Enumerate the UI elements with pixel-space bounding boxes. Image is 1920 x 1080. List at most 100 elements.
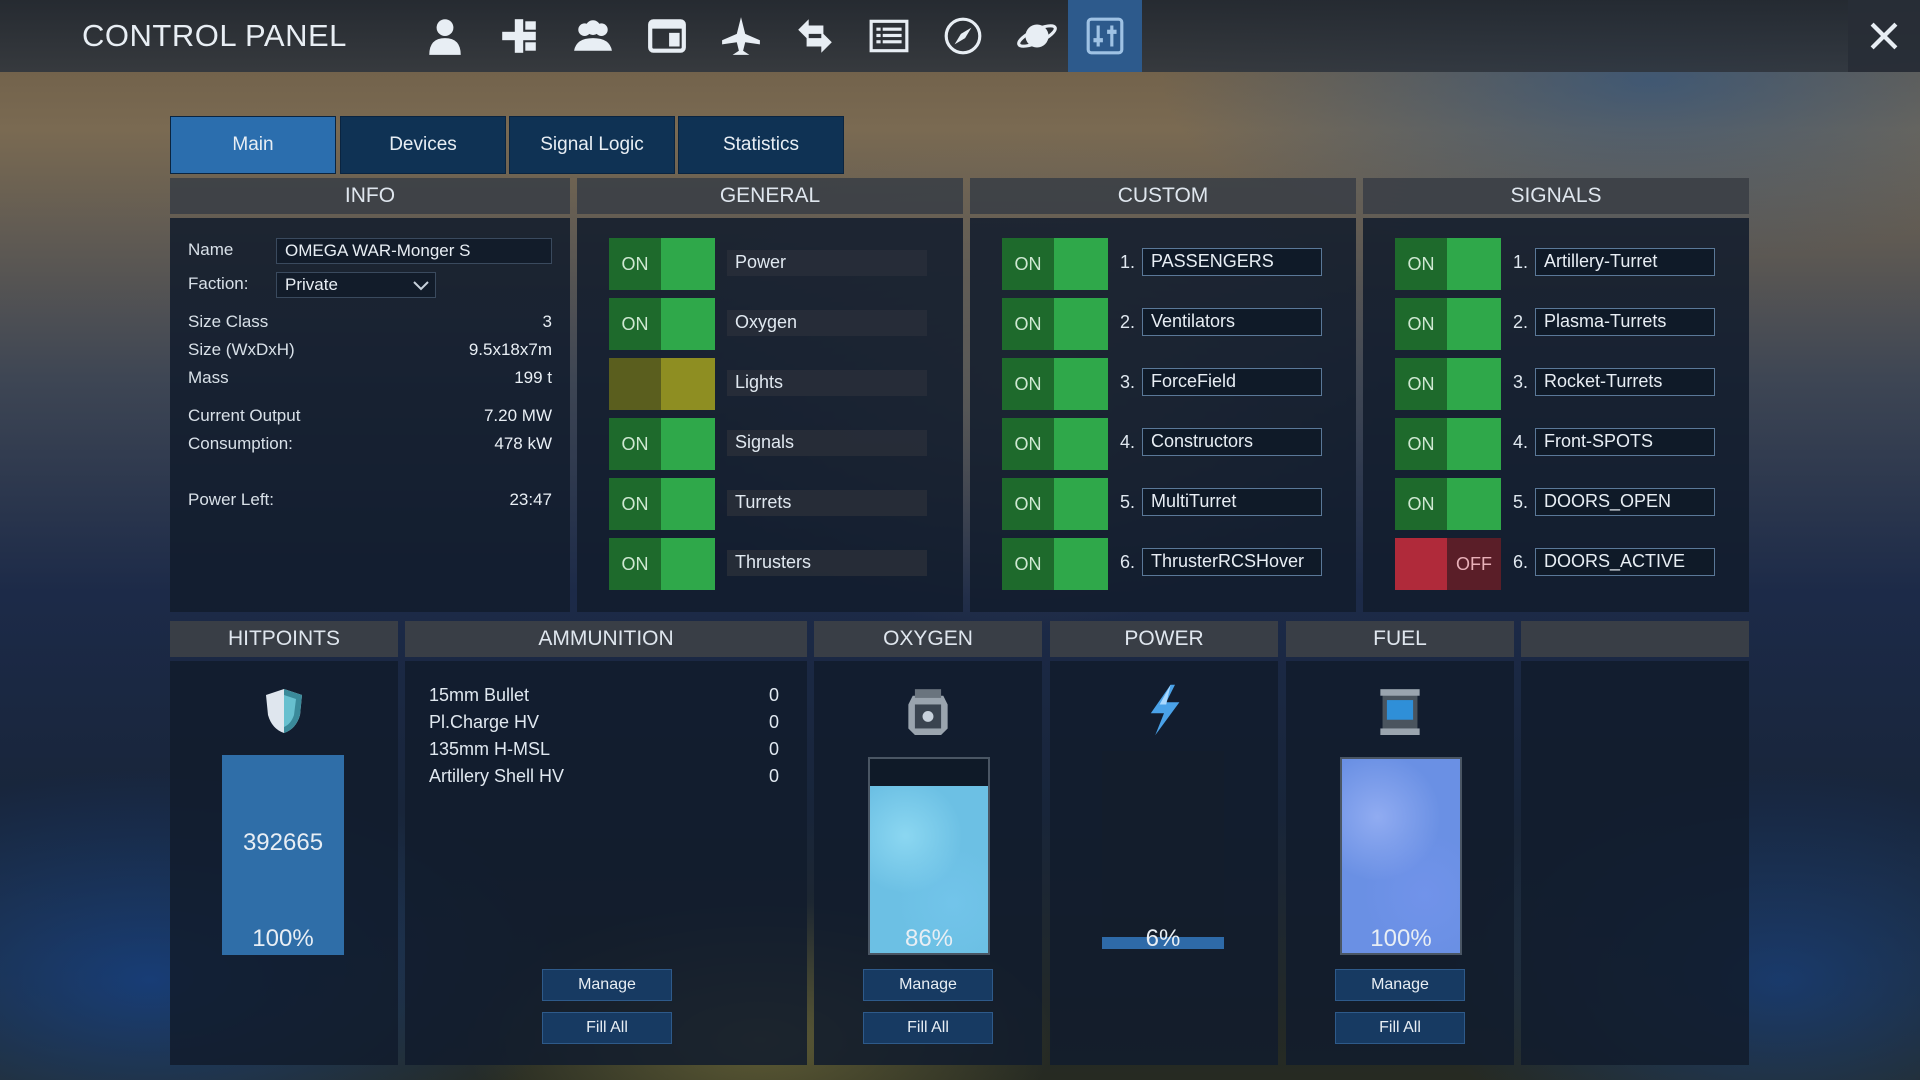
ammo-name-4: Artillery Shell HV (429, 766, 565, 786)
signal-field-6[interactable]: DOORS_ACTIVE (1535, 548, 1715, 576)
custom-field-4[interactable]: Constructors (1142, 428, 1322, 456)
toggle-signal-1[interactable]: ON (1395, 238, 1501, 290)
lightning-icon (1150, 684, 1180, 736)
custom-field-6[interactable]: ThrusterRCSHover (1142, 548, 1322, 576)
info-panel: Name OMEGA WAR-Monger S Faction: Private… (170, 218, 570, 612)
toggle-signal-2[interactable]: ON (1395, 298, 1501, 350)
toggle-knob (661, 358, 715, 410)
transfer-icon[interactable] (778, 0, 852, 72)
toggle-custom-5[interactable]: ON (1002, 478, 1108, 530)
signal-field-5[interactable]: DOORS_OPEN (1535, 488, 1715, 516)
toggle-knob (1054, 238, 1108, 290)
ammo-count-4: 0 (769, 766, 780, 786)
general-label-oxygen: Oxygen (727, 310, 927, 336)
signal-num-5: 5. (1513, 492, 1529, 512)
general-label-power: Power (727, 250, 927, 276)
ammo-fill-all-button[interactable]: Fill All (542, 1012, 672, 1044)
toggle-lights[interactable] (609, 358, 715, 410)
general-panel: ON Power ON Oxygen Lights ON Signals ON … (577, 218, 963, 612)
ammunition-panel: 15mm Bullet 0 Pl.Charge HV 0 135mm H-MSL… (405, 661, 807, 1065)
custom-num-6: 6. (1120, 552, 1136, 572)
toggle-signal-3[interactable]: ON (1395, 358, 1501, 410)
general-label-lights: Lights (727, 370, 927, 396)
size-class-label: Size Class (188, 312, 269, 331)
toggle-signal-5[interactable]: ON (1395, 478, 1501, 530)
power-panel: 6% (1050, 661, 1278, 1065)
signal-field-3[interactable]: Rocket-Turrets (1535, 368, 1715, 396)
toggle-knob (1054, 298, 1108, 350)
tab-main[interactable]: Main (170, 116, 336, 174)
fuel-header: FUEL (1286, 621, 1514, 657)
oxygen-gauge-fill (870, 786, 988, 953)
general-label-thrusters: Thrusters (727, 550, 927, 576)
tab-statistics[interactable]: Statistics (678, 116, 844, 174)
ammo-name-1: 15mm Bullet (429, 685, 530, 705)
signal-field-1[interactable]: Artillery-Turret (1535, 248, 1715, 276)
mass-label: Mass (188, 368, 229, 387)
oxygen-gauge (868, 757, 990, 955)
name-label: Name (188, 240, 234, 259)
toggle-state: ON (609, 418, 661, 470)
toggle-custom-3[interactable]: ON (1002, 358, 1108, 410)
structure-icon[interactable] (482, 0, 556, 72)
toggle-turrets[interactable]: ON (609, 478, 715, 530)
faction-select[interactable]: Private (276, 272, 436, 298)
custom-header: CUSTOM (970, 178, 1356, 214)
toggle-custom-6[interactable]: ON (1002, 538, 1108, 590)
toggle-state: ON (1395, 478, 1447, 530)
oxygen-manage-button[interactable]: Manage (863, 969, 993, 1001)
custom-field-3[interactable]: ForceField (1142, 368, 1322, 396)
fuel-manage-button[interactable]: Manage (1335, 969, 1465, 1001)
tab-signal-logic[interactable]: Signal Logic (509, 116, 675, 174)
size-label: Size (WxDxH) (188, 340, 295, 359)
toggle-signals[interactable]: ON (609, 418, 715, 470)
ammo-count-2: 0 (769, 712, 780, 732)
app-title: CONTROL PANEL (82, 18, 347, 53)
toggle-state: ON (1395, 298, 1447, 350)
list-icon[interactable] (852, 0, 926, 72)
custom-field-2[interactable]: Ventilators (1142, 308, 1322, 336)
name-field[interactable]: OMEGA WAR-Monger S (276, 238, 552, 264)
toggle-custom-2[interactable]: ON (1002, 298, 1108, 350)
toggle-oxygen[interactable]: ON (609, 298, 715, 350)
custom-field-5[interactable]: MultiTurret (1142, 488, 1322, 516)
fuel-fill-all-button[interactable]: Fill All (1335, 1012, 1465, 1044)
toggle-knob (1395, 538, 1447, 590)
empty-header (1521, 621, 1749, 657)
group-icon[interactable] (556, 0, 630, 72)
compass-icon[interactable] (926, 0, 1000, 72)
ship-icon[interactable] (704, 0, 778, 72)
close-button[interactable] (1848, 0, 1920, 72)
toggle-signal-6[interactable]: OFF (1395, 538, 1501, 590)
toggle-thrusters[interactable]: ON (609, 538, 715, 590)
ammo-count-1: 0 (769, 685, 780, 705)
custom-field-1[interactable]: PASSENGERS (1142, 248, 1322, 276)
empty-panel (1521, 661, 1749, 1065)
player-icon[interactable] (408, 0, 482, 72)
fuel-gauge (1340, 757, 1462, 955)
toggle-custom-1[interactable]: ON (1002, 238, 1108, 290)
ammo-manage-button[interactable]: Manage (542, 969, 672, 1001)
power-gauge (1102, 751, 1224, 949)
fuel-tank-icon (1380, 689, 1420, 735)
toggle-power[interactable]: ON (609, 238, 715, 290)
power-percent: 6% (1145, 925, 1181, 952)
oxygen-fill-all-button[interactable]: Fill All (863, 1012, 993, 1044)
signal-num-2: 2. (1513, 312, 1529, 332)
custom-num-4: 4. (1120, 432, 1136, 452)
toggle-custom-4[interactable]: ON (1002, 418, 1108, 470)
faction-label: Faction: (188, 274, 249, 293)
hitpoints-header: HITPOINTS (170, 621, 398, 657)
signal-field-4[interactable]: Front-SPOTS (1535, 428, 1715, 456)
signal-field-2[interactable]: Plasma-Turrets (1535, 308, 1715, 336)
toggle-signal-4[interactable]: ON (1395, 418, 1501, 470)
control-panel-icon[interactable] (1068, 0, 1142, 72)
custom-panel: ON 1. PASSENGERS ON 2. Ventilators ON 3.… (970, 218, 1356, 612)
toggle-knob (661, 478, 715, 530)
window-icon[interactable] (630, 0, 704, 72)
hitpoints-bar (222, 755, 344, 955)
faction-value: Private (285, 275, 338, 294)
planet-icon[interactable] (1000, 0, 1074, 72)
power-left-value: 23:47 (509, 490, 552, 509)
tab-devices[interactable]: Devices (340, 116, 506, 174)
